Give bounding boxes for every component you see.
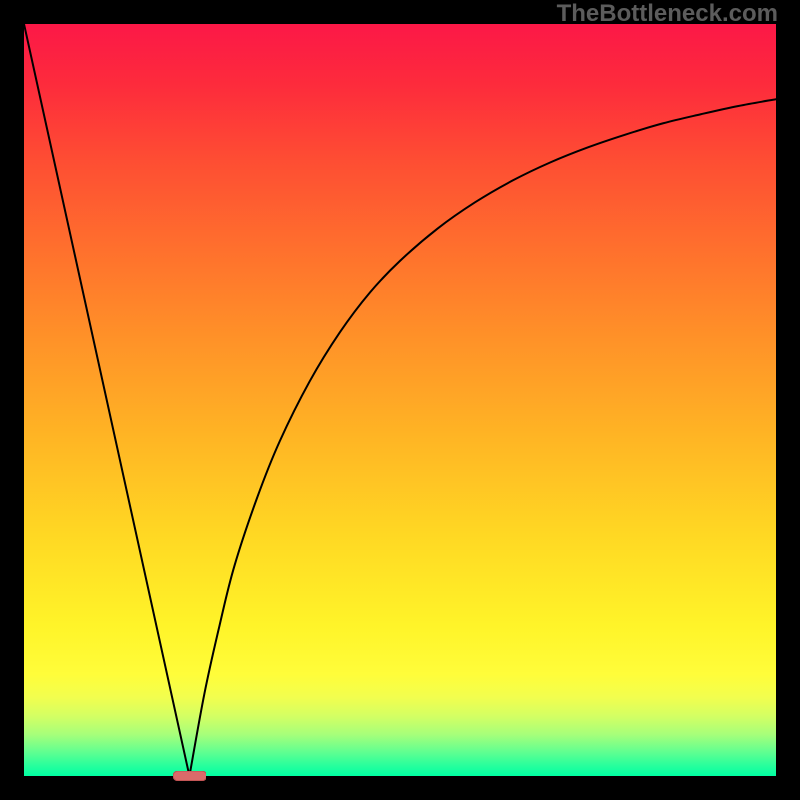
plot-area (24, 24, 776, 776)
curve-layer (24, 24, 776, 776)
minimum-marker-pill (173, 771, 207, 781)
curve-left-segment (24, 24, 189, 776)
figure-container: TheBottleneck.com (0, 0, 800, 800)
minimum-marker (173, 771, 207, 781)
curve-right-segment (189, 99, 776, 776)
watermark-text: TheBottleneck.com (557, 2, 778, 26)
